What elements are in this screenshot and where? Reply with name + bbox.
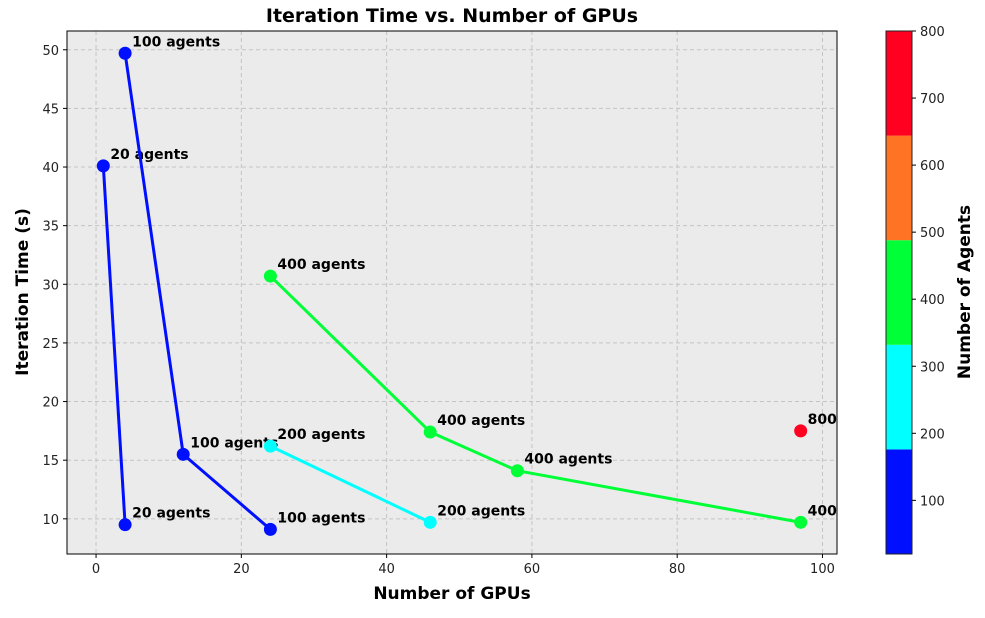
y-tick-label: 10 <box>42 513 59 528</box>
y-tick-label: 35 <box>42 220 59 235</box>
data-point-100 <box>176 447 190 461</box>
colorbar-tick-label: 200 <box>920 427 945 442</box>
colorbar-bin <box>886 344 912 450</box>
colorbar-label: Number of Agents <box>955 205 975 379</box>
colorbar-tick-label: 300 <box>920 360 945 375</box>
colorbar-bin <box>886 31 912 136</box>
data-point-400 <box>263 269 277 283</box>
data-point-200 <box>263 439 277 453</box>
colorbar-tick-label: 600 <box>920 159 945 174</box>
data-point-400 <box>510 464 524 478</box>
data-point-200 <box>423 515 437 529</box>
series-line-20 <box>101 165 127 525</box>
plot-frame <box>66 30 838 555</box>
x-tick-label: 0 <box>92 562 100 577</box>
colorbar-bin <box>886 240 912 345</box>
x-tick-label: 80 <box>669 562 686 577</box>
y-tick-label: 15 <box>42 454 59 469</box>
x-axis-label: Number of GPUs <box>373 584 530 604</box>
colorbar-frame <box>885 30 913 555</box>
data-label: 100 agents <box>132 34 220 50</box>
data-point-20 <box>118 518 132 532</box>
colorbar-tick-label: 500 <box>920 226 945 241</box>
series-line-400 <box>269 275 801 524</box>
data-point-400 <box>794 515 808 529</box>
x-tick-label: 100 <box>810 562 835 577</box>
data-label: 20 agents <box>110 147 188 163</box>
x-tick-label: 60 <box>524 562 541 577</box>
colorbar-bin <box>886 449 912 554</box>
x-tick-label: 40 <box>378 562 395 577</box>
y-tick-label: 50 <box>42 44 59 59</box>
colorbar-tick-label: 700 <box>920 92 945 107</box>
data-label: 400 agents <box>808 503 896 519</box>
data-label: 200 agents <box>437 503 525 519</box>
data-point-20 <box>96 159 110 173</box>
data-point-100 <box>118 46 132 60</box>
x-tick-label: 20 <box>233 562 250 577</box>
y-tick-label: 25 <box>42 337 59 352</box>
data-label: 400 agents <box>524 452 612 468</box>
colorbar-tick-label: 100 <box>920 494 945 509</box>
data-point-800 <box>794 424 808 438</box>
data-label: 100 agents <box>277 510 365 526</box>
data-label: 400 agents <box>277 257 365 273</box>
chart-title: Iteration Time vs. Number of GPUs <box>266 5 638 27</box>
data-label: 100 agents <box>190 435 278 451</box>
data-point-100 <box>263 522 277 536</box>
y-tick-label: 20 <box>42 396 59 411</box>
y-tick-label: 45 <box>42 102 59 117</box>
data-label: 200 agents <box>277 427 365 443</box>
colorbar-bin <box>886 135 912 241</box>
series-line-200 <box>269 444 431 524</box>
plot-area <box>67 31 837 554</box>
data-label: 400 agents <box>437 413 525 429</box>
data-label: 20 agents <box>132 506 210 522</box>
colorbar-tick-label: 800 <box>920 25 945 40</box>
data-label: 800 agents <box>808 412 896 428</box>
y-tick-label: 40 <box>42 161 59 176</box>
colorbar-tick-label: 400 <box>920 293 945 308</box>
data-point-400 <box>423 425 437 439</box>
y-axis-label: Iteration Time (s) <box>13 208 33 376</box>
y-tick-label: 30 <box>42 278 59 293</box>
